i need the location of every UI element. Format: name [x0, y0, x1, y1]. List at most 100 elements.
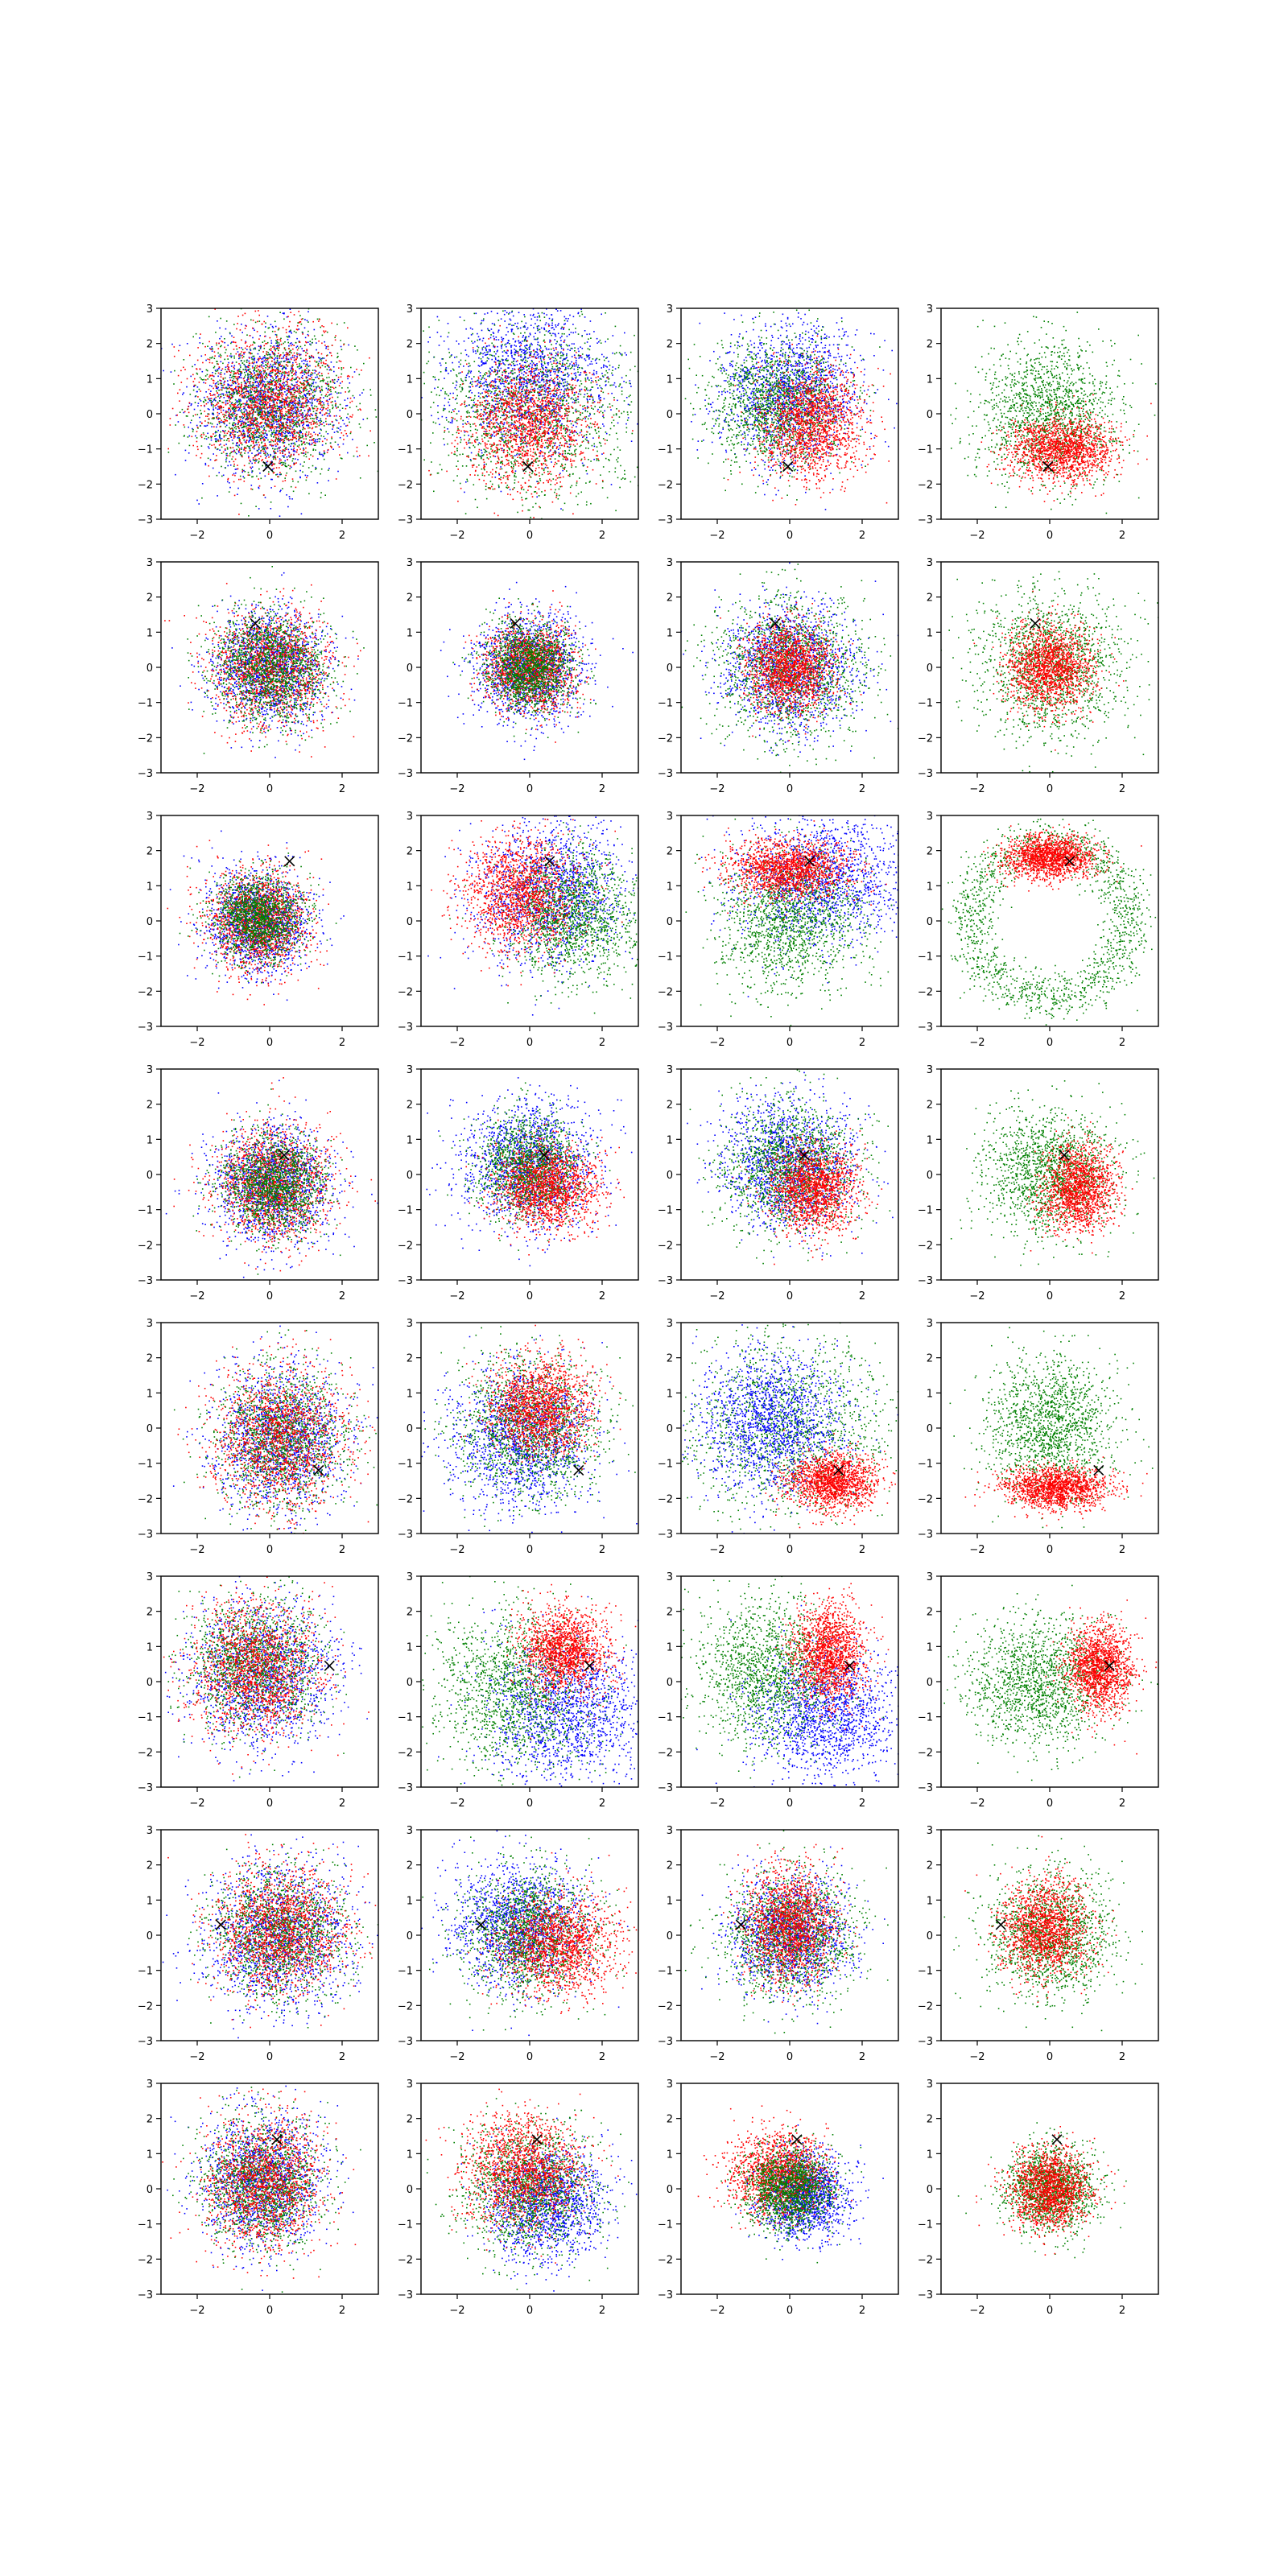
data-point	[325, 348, 327, 349]
data-point	[497, 371, 498, 373]
data-point	[297, 349, 299, 351]
data-point	[280, 361, 282, 363]
data-point	[271, 415, 273, 417]
data-point	[270, 364, 271, 365]
data-point	[250, 394, 251, 396]
data-point	[260, 401, 262, 402]
data-point	[213, 444, 215, 446]
data-point	[331, 447, 332, 448]
data-point	[580, 372, 582, 374]
data-point	[300, 411, 302, 412]
data-point	[258, 353, 259, 355]
data-point	[275, 421, 277, 423]
data-point	[350, 398, 352, 399]
data-point	[252, 409, 254, 411]
data-point	[283, 456, 285, 458]
data-point	[240, 443, 242, 444]
data-point	[243, 356, 245, 357]
data-point	[248, 515, 250, 517]
data-point	[302, 472, 303, 473]
data-point	[524, 371, 526, 373]
data-point	[342, 407, 344, 409]
data-point	[256, 370, 258, 372]
data-point	[277, 356, 279, 357]
data-point	[286, 448, 287, 450]
data-point	[288, 402, 290, 404]
data-point	[317, 458, 319, 460]
data-point	[273, 401, 275, 402]
data-point	[207, 370, 208, 372]
data-point	[208, 358, 209, 360]
data-point	[280, 407, 282, 409]
data-point	[250, 467, 251, 469]
data-point	[255, 391, 257, 393]
data-point	[287, 373, 288, 374]
data-point	[303, 461, 305, 463]
data-point	[341, 374, 343, 375]
data-point	[343, 439, 345, 440]
data-point	[270, 413, 272, 415]
data-point	[214, 460, 216, 461]
data-point	[275, 363, 277, 365]
data-point	[290, 410, 291, 411]
data-point	[312, 373, 314, 374]
data-point	[306, 405, 308, 407]
data-point	[289, 496, 291, 497]
data-point	[299, 430, 301, 431]
data-point	[237, 372, 239, 374]
data-point	[224, 415, 225, 416]
data-point	[228, 397, 229, 398]
data-point	[247, 374, 249, 376]
data-point	[262, 390, 263, 391]
data-point	[275, 459, 277, 460]
data-point	[221, 374, 222, 376]
data-point	[297, 391, 299, 393]
data-point	[219, 400, 221, 402]
data-point	[269, 357, 270, 359]
data-point	[304, 444, 306, 445]
data-point	[295, 390, 296, 391]
data-point	[217, 412, 219, 414]
data-point	[252, 328, 254, 329]
data-point	[259, 423, 261, 425]
data-point	[241, 324, 242, 325]
data-point	[279, 515, 281, 517]
data-point	[271, 367, 273, 369]
data-point	[262, 412, 263, 414]
data-point	[243, 440, 245, 441]
data-point	[247, 429, 249, 431]
data-point	[233, 430, 235, 431]
data-point	[510, 381, 511, 382]
data-point	[304, 380, 306, 382]
data-point	[224, 397, 225, 398]
data-point	[452, 423, 453, 424]
data-point	[235, 417, 237, 419]
data-point	[260, 417, 262, 419]
data-point	[291, 357, 292, 359]
data-point	[270, 396, 271, 398]
data-point	[319, 441, 320, 443]
data-point	[286, 427, 287, 429]
data-point	[213, 426, 215, 427]
data-point	[167, 448, 169, 450]
data-point	[283, 312, 285, 314]
data-point	[304, 319, 306, 320]
data-point	[308, 410, 309, 411]
data-point	[218, 417, 220, 419]
data-point	[502, 448, 503, 449]
data-point	[231, 414, 233, 415]
data-point	[283, 394, 284, 395]
data-point	[324, 425, 325, 427]
data-point	[231, 388, 233, 390]
data-point	[283, 430, 285, 431]
data-point	[231, 398, 233, 399]
data-point	[356, 369, 357, 370]
data-point	[344, 322, 345, 324]
data-point	[323, 397, 324, 398]
data-point	[299, 448, 301, 450]
data-point	[317, 398, 319, 400]
data-point	[283, 384, 285, 386]
data-point	[252, 345, 254, 346]
data-point	[233, 336, 235, 338]
data-point	[311, 444, 312, 446]
